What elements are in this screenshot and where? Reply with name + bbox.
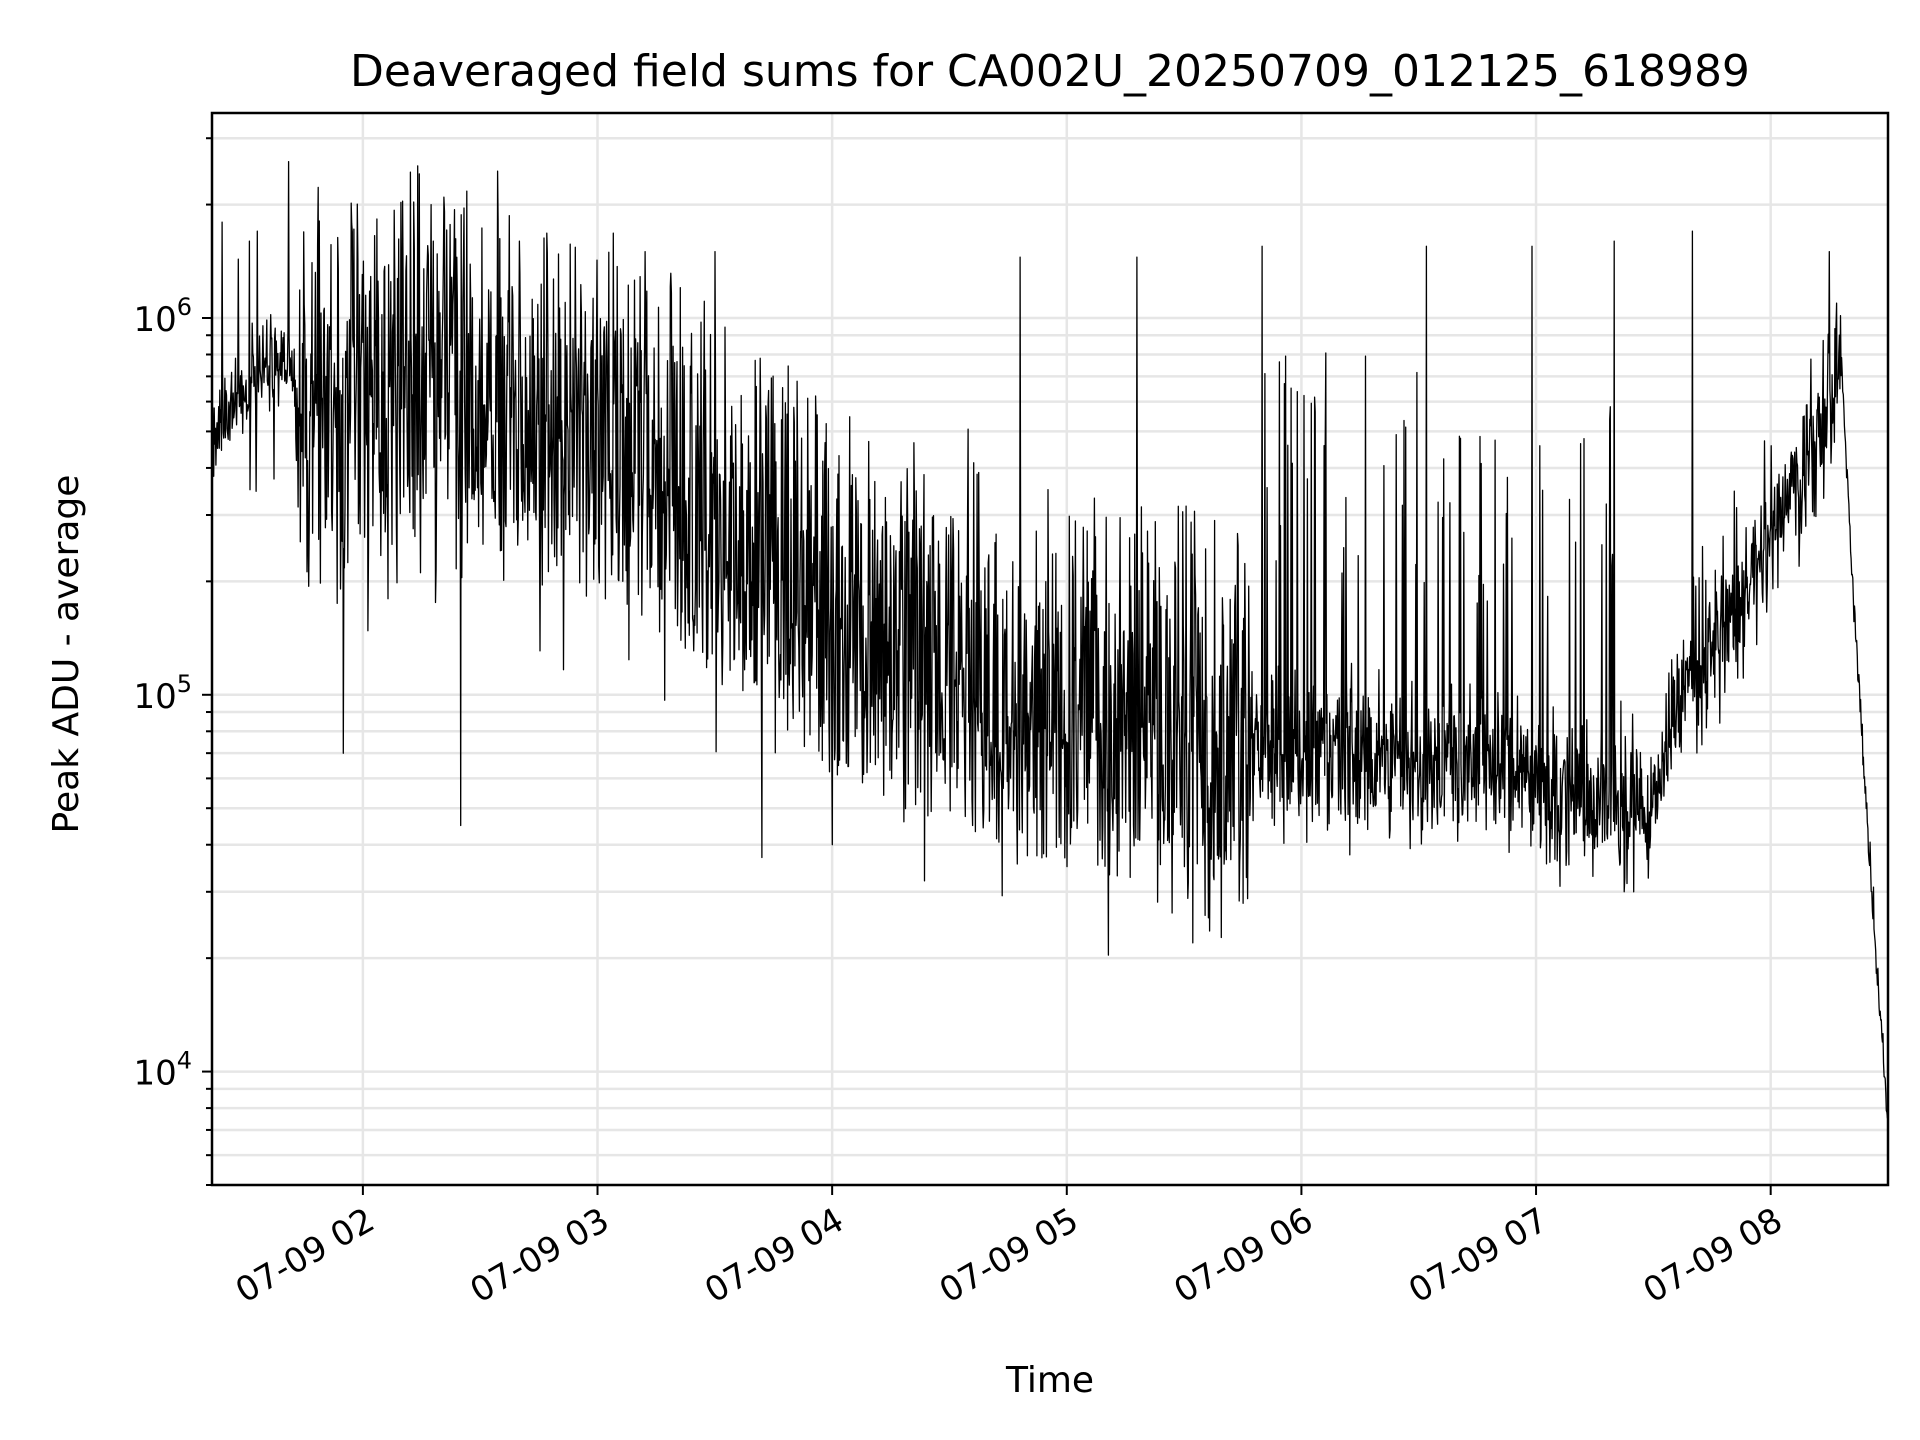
chart-title: Deaveraged field sums for CA002U_2025070… — [350, 46, 1750, 97]
y-tick-label: 105 — [133, 670, 192, 717]
y-axis-label: Peak ADU - average — [46, 475, 87, 834]
plot-area — [211, 160, 1889, 1120]
y-tick-label: 106 — [133, 293, 192, 340]
x-axis-label: Time — [1005, 1360, 1094, 1401]
series-line — [211, 160, 1889, 1120]
y-tick-label: 104 — [133, 1047, 192, 1094]
plot-frame — [210, 111, 1890, 1187]
y-axis: 104 105 106 — [133, 137, 212, 1186]
